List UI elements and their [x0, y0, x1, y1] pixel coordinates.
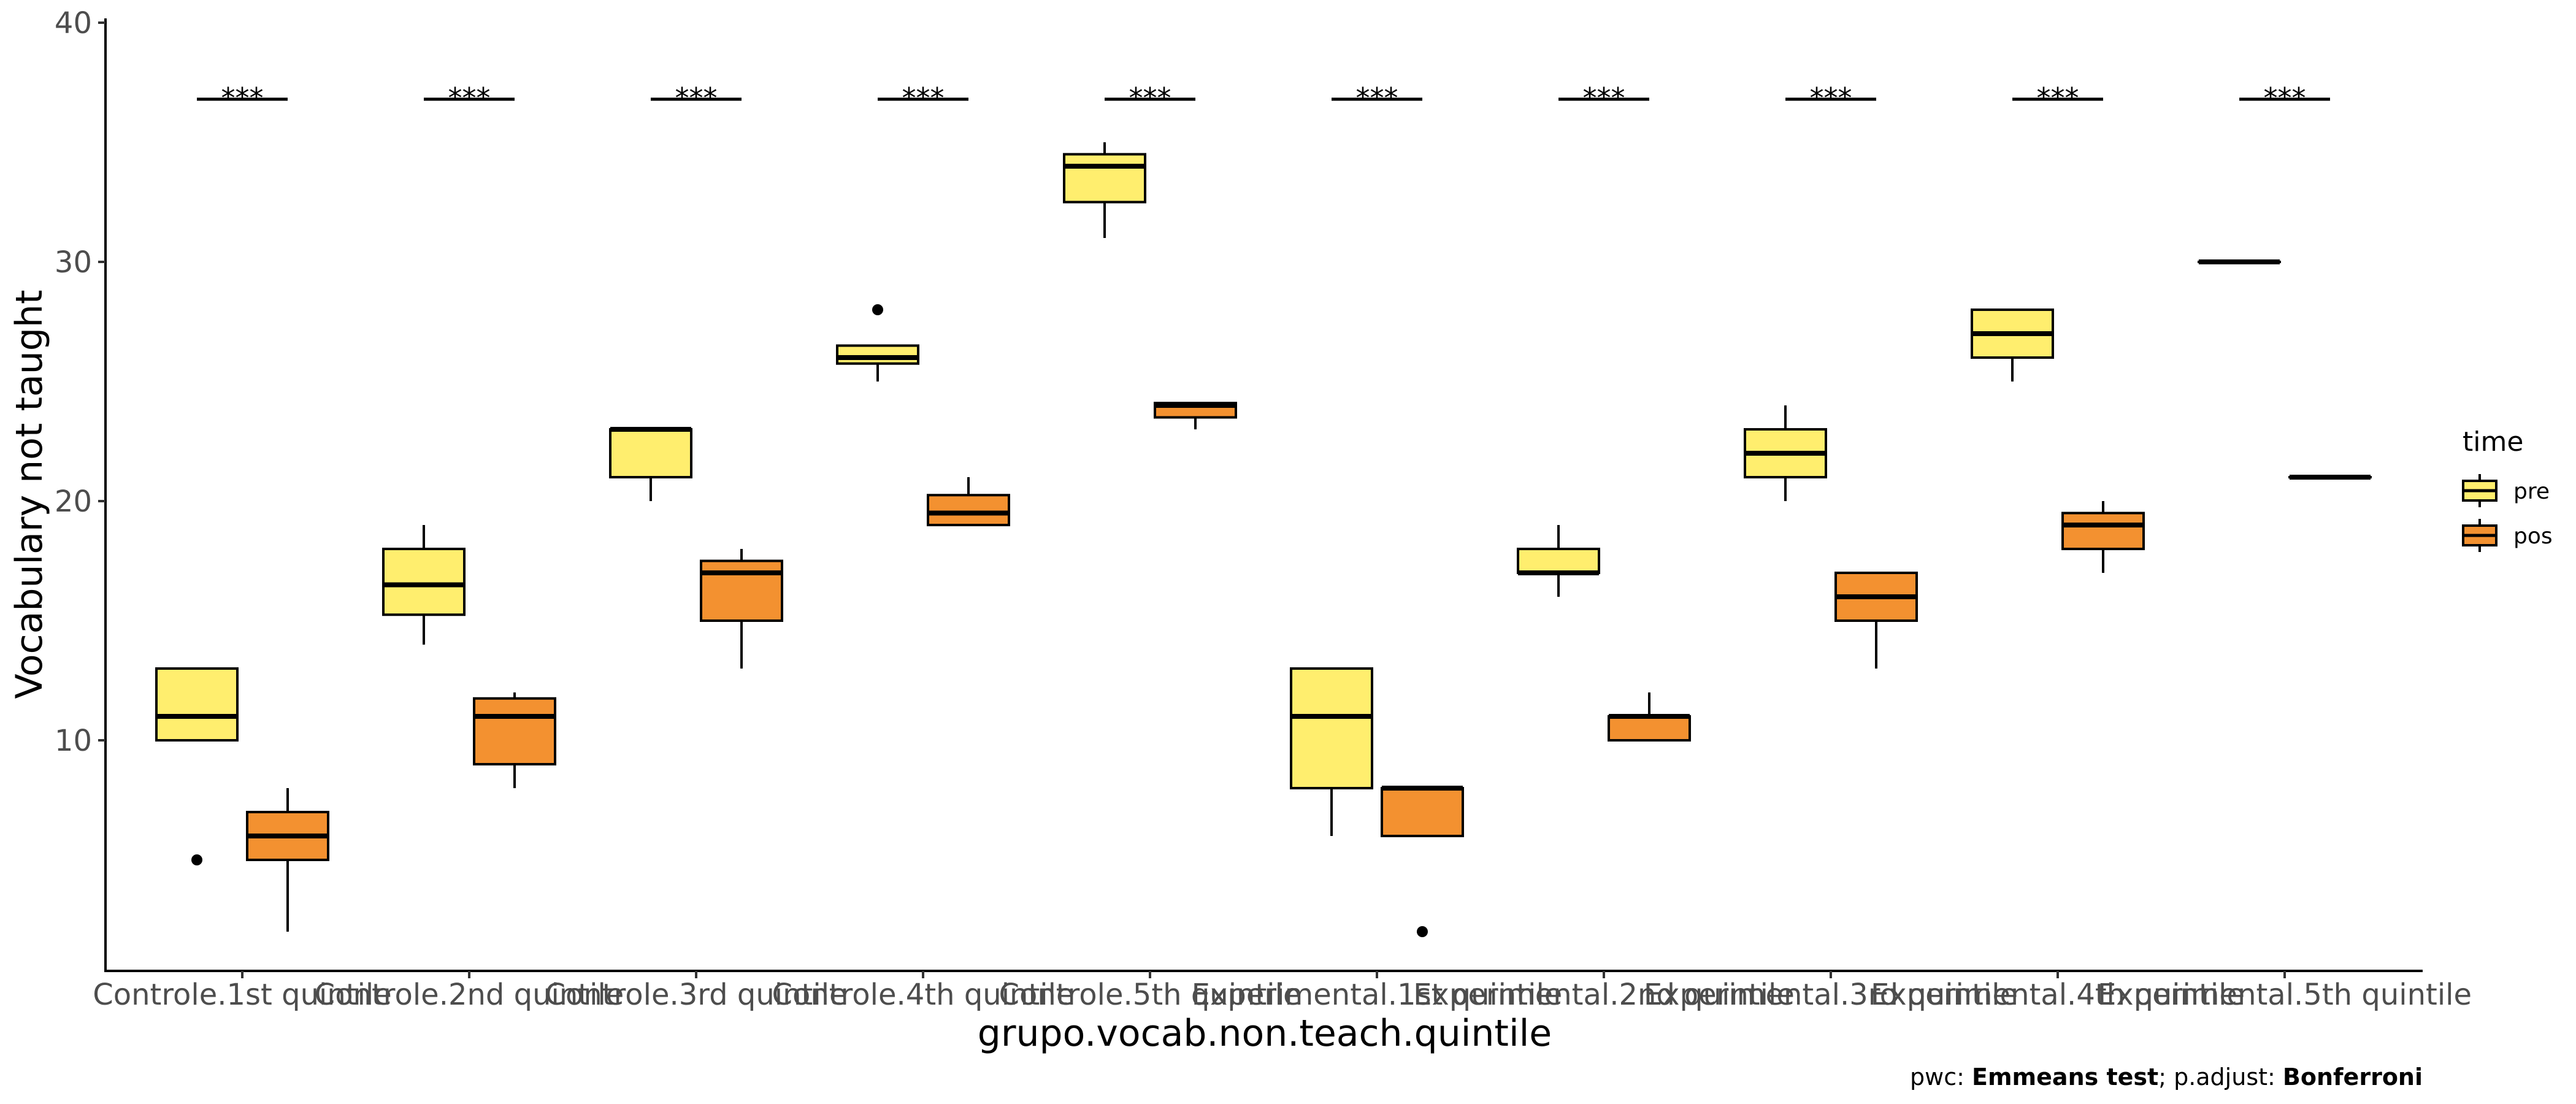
box-pos-1 [246, 788, 329, 932]
significance-label: *** [1356, 82, 1398, 115]
outlier-point [872, 304, 883, 315]
y-tick-label: 20 [55, 485, 92, 519]
box-body [2061, 512, 2145, 550]
x-tick-label: Controle.1st quintile [93, 978, 392, 1012]
axes [104, 18, 2423, 972]
caption-prefix: pwc: [1910, 1064, 1972, 1091]
significance-bracket-10: *** [2239, 82, 2330, 115]
significance-label: *** [448, 82, 491, 115]
y-tick-label: 40 [55, 6, 92, 40]
significance-bracket-8: *** [1785, 82, 1876, 115]
significance-bracket-1: *** [197, 82, 288, 115]
box-body [700, 559, 783, 622]
significance-bracket-9: *** [2012, 82, 2103, 115]
box-pos-3 [700, 549, 783, 669]
box-pos-6 [1381, 786, 1464, 937]
x-axis-title: grupo.vocab.non.teach.quintile [978, 1012, 1552, 1055]
significance-label: *** [902, 82, 945, 115]
box-body [1608, 715, 1691, 742]
box-body [155, 667, 239, 742]
significance-label: *** [1583, 82, 1625, 115]
box-pre-6 [1290, 667, 1373, 836]
caption-test: Emmeans test [1972, 1064, 2158, 1091]
significance-bracket-5: *** [1105, 82, 1195, 115]
y-tick-label: 10 [55, 724, 92, 758]
significance-label: *** [221, 82, 264, 115]
box-pre-9 [1971, 309, 2054, 381]
box-body [1517, 548, 1600, 574]
box-pos-4 [927, 477, 1010, 526]
x-tick-label: Experimental.1st quintile [1192, 978, 1563, 1012]
x-tick-label: Controle.2nd quintile [315, 978, 624, 1012]
outlier-point [1417, 926, 1428, 937]
box-body [927, 494, 1010, 526]
significance-label: *** [675, 82, 718, 115]
legend-entry-pos: pos [2462, 519, 2553, 552]
x-tick-label: Experimental.4th quintile [1871, 978, 2245, 1012]
legend-label: pre [2513, 479, 2550, 504]
caption-separator: ; p.adjust: [2158, 1064, 2283, 1091]
box-pre-3 [609, 427, 692, 501]
box-pos-8 [1834, 572, 1918, 669]
caption: pwc: Emmeans test; p.adjust: Bonferroni [1910, 1064, 2423, 1091]
caption-adjust: Bonferroni [2283, 1064, 2423, 1091]
y-tick-label: 30 [55, 245, 92, 280]
legend-title: time [2463, 426, 2523, 458]
legend-label: pos [2513, 524, 2553, 549]
x-tick-label: Controle.5th quintile [999, 978, 1301, 1012]
box-body [1290, 667, 1373, 789]
legend-entries: pre pos [2462, 474, 2553, 552]
box-body [1063, 153, 1146, 204]
significance-bracket-7: *** [1558, 82, 1649, 115]
box-body [1381, 787, 1464, 837]
box-pre-5 [1063, 142, 1146, 238]
box-pre-4 [836, 304, 919, 381]
legend: time pre pos [2462, 426, 2553, 552]
x-tick-label: Experimental.2nd quintile [1413, 978, 1795, 1012]
box-pos-5 [1154, 402, 1237, 429]
box-body [609, 428, 692, 478]
plot-area: *** *** *** *** *** *** *** *** *** *** [155, 82, 2372, 937]
significance-bracket-2: *** [424, 82, 515, 115]
x-tick-label: Controle.3rd quintile [545, 978, 847, 1012]
box-pos-7 [1608, 692, 1691, 742]
box-pre-2 [382, 525, 466, 645]
significance-label: *** [1129, 82, 1171, 115]
significance-bracket-3: *** [651, 82, 742, 115]
x-tick-label: Controle.4th quintile [772, 978, 1074, 1012]
significance-bracket-6: *** [1332, 82, 1422, 115]
outlier-point [191, 854, 202, 865]
box-pre-8 [1744, 405, 1827, 501]
box-pos-9 [2061, 501, 2145, 573]
box-pre-1 [155, 667, 239, 865]
x-tick-label: Experimental.3rd quintile [1644, 978, 2018, 1012]
significance-label: *** [1810, 82, 1852, 115]
x-tick-label: Experimental.5th quintile [2098, 978, 2472, 1012]
significance-bracket-4: *** [878, 82, 968, 115]
significance-label: *** [2264, 82, 2306, 115]
legend-entry-pre: pre [2462, 474, 2550, 507]
box-body [382, 548, 466, 616]
box-pre-7 [1517, 525, 1600, 597]
y-axis-title: Vocabulary not taught [8, 290, 51, 699]
significance-label: *** [2037, 82, 2079, 115]
box-pos-2 [473, 692, 556, 788]
box-body [473, 697, 556, 765]
box-body [836, 344, 919, 365]
y-ticks: 10 20 30 40 [55, 6, 105, 758]
